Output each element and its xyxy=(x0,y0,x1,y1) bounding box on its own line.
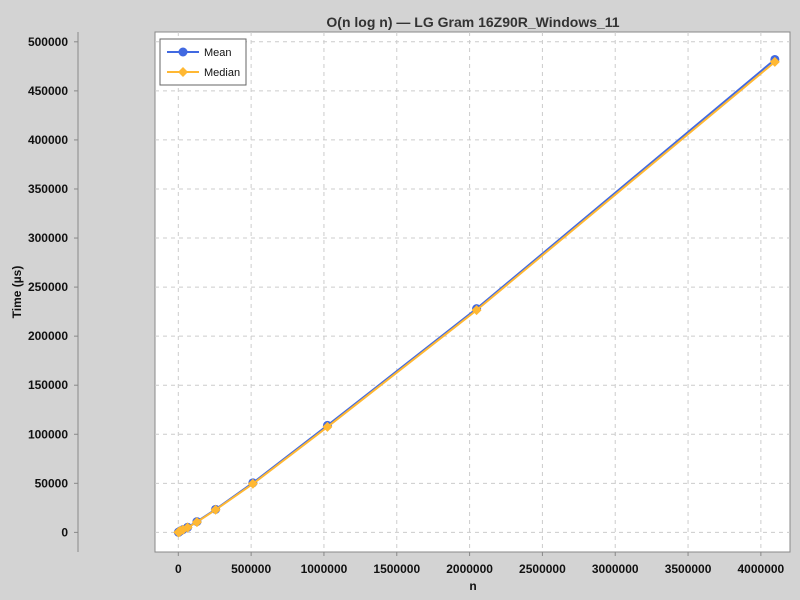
y-tick-label: 500000 xyxy=(28,35,68,49)
legend-marker-median xyxy=(178,67,188,77)
legend-marker-mean xyxy=(178,47,188,57)
x-tick-label: 4000000 xyxy=(738,562,785,576)
x-tick-label: 2500000 xyxy=(519,562,566,576)
y-tick-label: 450000 xyxy=(28,84,68,98)
plot-area xyxy=(154,31,791,553)
y-tick-label: 150000 xyxy=(28,378,68,392)
data-point-median xyxy=(322,421,333,432)
legend-box xyxy=(159,38,247,86)
series-median xyxy=(173,56,780,538)
data-point-median xyxy=(471,305,482,316)
data-point-median xyxy=(210,504,221,515)
data-point-median xyxy=(769,56,780,67)
data-point-median xyxy=(191,517,202,528)
data-point-median xyxy=(182,522,193,533)
x-tick-label: 3000000 xyxy=(592,562,639,576)
legend-label-median: Median xyxy=(204,67,240,79)
x-tick-label: 0 xyxy=(175,562,182,576)
y-tick-label: 250000 xyxy=(28,280,68,294)
y-tick-label: 50000 xyxy=(35,476,69,490)
legend-items: Mean Median xyxy=(167,47,240,79)
chart-title: O(n log n) — LG Gram 16Z90R_Windows_11 xyxy=(326,14,619,30)
series-layer xyxy=(173,54,780,538)
legend-label-mean: Mean xyxy=(204,47,232,59)
data-point-median xyxy=(247,478,258,489)
x-ticks-layer: 0 500000 1000000 1500000 2000000 2500000 30000… xyxy=(175,552,785,576)
x-tick-label: 2000000 xyxy=(446,562,493,576)
y-ticks-layer: 0 50000 100000 150000 200000 250000 300000 3500… xyxy=(28,35,78,539)
y-tick-label: 400000 xyxy=(28,133,68,147)
x-tick-label: 3500000 xyxy=(665,562,712,576)
x-tick-label: 1000000 xyxy=(301,562,348,576)
x-tick-label: 1500000 xyxy=(373,562,420,576)
y-axis-label: Time (µs) xyxy=(10,266,24,319)
grid-layer xyxy=(155,32,790,552)
y-tick-label: 0 xyxy=(61,525,68,539)
y-tick-label: 350000 xyxy=(28,182,68,196)
y-tick-label: 300000 xyxy=(28,231,68,245)
legend: Mean Median xyxy=(159,38,247,86)
x-tick-label: 500000 xyxy=(231,562,271,576)
y-tick-label: 200000 xyxy=(28,329,68,343)
y-tick-label: 100000 xyxy=(28,427,68,441)
x-axis-label: n xyxy=(469,579,476,593)
